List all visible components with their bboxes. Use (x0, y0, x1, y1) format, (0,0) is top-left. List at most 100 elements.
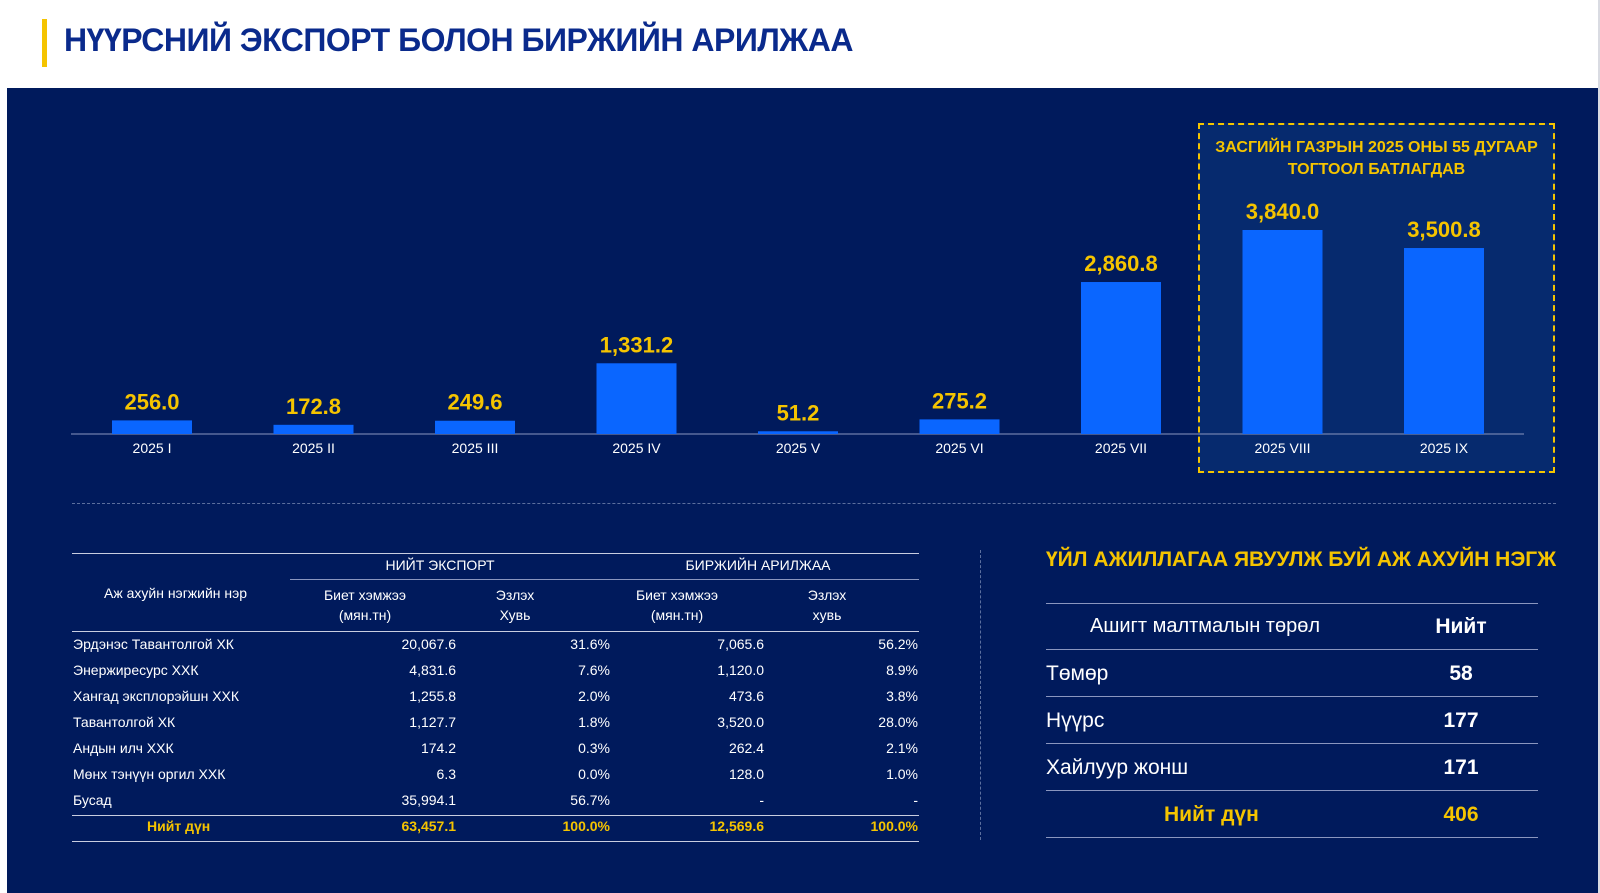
highlight-title-line2: ТОГТООЛ БАТЛАГДАВ (1287, 161, 1466, 178)
data-label: 51.2 (777, 400, 820, 425)
subheader-exchange-volume: Биет хэмжээ (мян.тн) (602, 585, 752, 625)
value-cell: 1.8% (578, 714, 610, 730)
bar (1081, 282, 1161, 434)
title-accent-bar (42, 19, 47, 67)
data-label: 249.6 (447, 390, 502, 415)
total-cell: Нийт дүн (147, 818, 211, 834)
table-bottom-rule (72, 841, 919, 842)
value-cell: 1.0% (886, 766, 918, 782)
mineral-type-name: Хайлуур жонш (1046, 756, 1189, 779)
entities-total-label: Нийт дүн (1164, 803, 1259, 826)
company-name-cell: Энержиресурс ХХК (73, 662, 199, 678)
bar (919, 419, 1000, 434)
mineral-type-count: 171 (1443, 756, 1479, 779)
highlight-title-line1: ЗАСГИЙН ГАЗРЫН 2025 ОНЫ 55 ДУГААР (1215, 139, 1538, 156)
bar (1242, 230, 1323, 434)
x-tick-label: 2025 III (452, 440, 499, 456)
x-tick-label: 2025 V (776, 440, 821, 456)
subheader-export-share: Эзлэх Хувь (465, 585, 565, 625)
entities-row: Төмөр 58 (1046, 650, 1538, 697)
subheader-line: (мян.тн) (338, 607, 392, 623)
total-cell: 63,457.1 (401, 818, 457, 834)
value-cell: 128.0 (728, 766, 764, 782)
total-cell: 100.0% (562, 818, 610, 834)
value-cell: 7,065.6 (717, 636, 764, 652)
bar (112, 420, 192, 434)
x-tick-label: 2025 VIII (1254, 440, 1310, 456)
value-cell: 56.2% (878, 636, 918, 652)
group-header-rule (290, 579, 919, 580)
bar (435, 420, 515, 434)
company-name-cell: Хангад эксплорэйшн ХХК (73, 688, 240, 704)
data-label: 256.0 (124, 389, 179, 414)
x-tick-label: 2025 VII (1095, 440, 1147, 456)
subheader-line: Биет хэмжээ (323, 587, 407, 603)
total-cell: 12,569.6 (709, 818, 765, 834)
company-name-cell: Андын илч ХХК (73, 740, 174, 756)
mineral-type-count: 58 (1449, 662, 1473, 685)
bar (758, 431, 838, 434)
data-label: 172.8 (286, 394, 341, 419)
value-cell: 174.2 (420, 740, 456, 756)
data-label: 2,860.8 (1084, 251, 1157, 276)
value-cell: 2.1% (886, 740, 918, 756)
value-cell: 35,994.1 (401, 792, 457, 808)
value-cell: 56.7% (570, 792, 610, 808)
mineral-type-name: Төмөр (1046, 662, 1109, 685)
data-label: 3,500.8 (1407, 217, 1480, 242)
data-label: 3,840.0 (1246, 199, 1319, 224)
highlight-title: ЗАСГИЙН ГАЗРЫН 2025 ОНЫ 55 ДУГААР ТОГТОО… (1198, 137, 1555, 181)
x-tick-label: 2025 VI (935, 440, 983, 456)
entities-row: Хайлуур жонш 171 (1046, 744, 1538, 791)
subheader-exchange-share: Эзлэх хувь (777, 585, 877, 625)
subheader-line: Эзлэх (807, 587, 847, 603)
company-name-cell: Бусад (73, 792, 112, 808)
entities-total-value: 406 (1443, 803, 1479, 826)
total-header: Нийт (1435, 615, 1487, 638)
company-name-cell: Эрдэнэс Тавантолгой ХК (73, 636, 234, 652)
table-top-rule (72, 553, 919, 554)
company-name-cell: Мөнх тэнүүн оргил ХХК (73, 766, 226, 782)
value-cell: 1,127.7 (409, 714, 456, 730)
mineral-type-header: Ашигт малтмалын төрөл (1090, 615, 1320, 637)
name-column-header: Аж ахуйн нэгжийн нэр (104, 585, 248, 601)
entities-header-row: Ашигт малтмалын төрөл Нийт (1046, 603, 1538, 650)
value-cell: 0.3% (578, 740, 610, 756)
value-cell: 2.0% (578, 688, 610, 704)
entities-table-top-rule (1046, 603, 1538, 604)
total-cell: 100.0% (870, 818, 918, 834)
x-tick-label: 2025 IV (612, 440, 661, 456)
x-tick-label: 2025 I (133, 440, 172, 456)
x-tick-label: 2025 II (292, 440, 335, 456)
value-cell: 8.9% (886, 662, 918, 678)
column-divider (980, 550, 981, 840)
value-cell: 4,831.6 (409, 662, 456, 678)
subheader-line: Хувь (499, 607, 531, 623)
subheader-line: Эзлэх (495, 587, 535, 603)
bar (1404, 248, 1484, 434)
value-cell: 28.0% (878, 714, 918, 730)
mineral-type-name: Нүүрс (1046, 709, 1105, 732)
value-cell: 7.6% (578, 662, 610, 678)
subheader-line: Биет хэмжээ (635, 587, 719, 603)
right-edge-line (1598, 0, 1600, 893)
entities-title: ҮЙЛ АЖИЛЛАГАА ЯВУУЛЖ БУЙ АЖ АХУЙН НЭГЖ (1046, 548, 1557, 571)
bar (273, 424, 354, 434)
mineral-type-count: 177 (1443, 709, 1479, 732)
total-top-rule (72, 815, 919, 816)
page-title: НҮҮРСНИЙ ЭКСПОРТ БОЛОН БИРЖИЙН АРИЛЖАА (64, 22, 853, 58)
value-cell: 6.3 (436, 766, 456, 782)
bar-chart: 256.0 2025 I 172.8 2025 II 249.6 2025 III 1,33… (71, 199, 1524, 456)
header-bottom-rule (72, 631, 919, 632)
value-cell: 1,120.0 (717, 662, 764, 678)
value-cell: - (759, 792, 764, 808)
value-cell: 1,255.8 (409, 688, 456, 704)
x-tick-label: 2025 IX (1420, 440, 1469, 456)
data-label: 275.2 (932, 388, 987, 413)
subheader-line: хувь (812, 607, 842, 623)
value-cell: 31.6% (570, 636, 610, 652)
value-cell: 3.8% (886, 688, 918, 704)
value-cell: 473.6 (728, 688, 764, 704)
value-cell: 0.0% (578, 766, 610, 782)
